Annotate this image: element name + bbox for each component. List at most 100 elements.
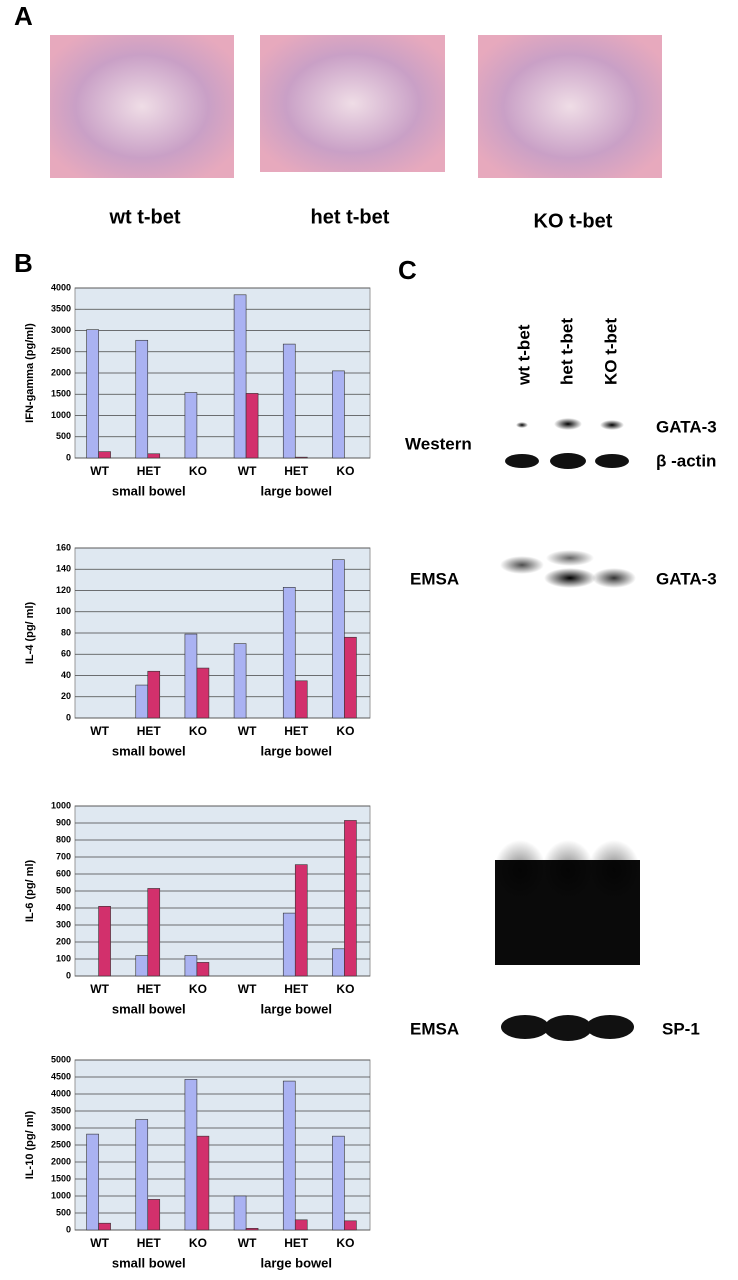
y-tick-label: 20 xyxy=(61,691,71,701)
y-tick-label: 80 xyxy=(61,627,71,637)
bar xyxy=(184,955,198,977)
panel-label: C xyxy=(398,255,417,285)
y-tick-label: 200 xyxy=(56,936,71,946)
blot-band xyxy=(595,454,629,468)
y-tick-label: 3500 xyxy=(51,304,71,314)
group-label: small bowel xyxy=(112,1001,186,1016)
y-tick-label: 40 xyxy=(61,670,71,680)
bar xyxy=(233,294,247,459)
group-label: large bowel xyxy=(260,483,332,498)
y-tick-label: 5000 xyxy=(51,1054,71,1064)
y-tick-label: 140 xyxy=(56,564,71,574)
y-tick-label: 100 xyxy=(56,953,71,963)
bar xyxy=(294,456,308,459)
y-tick-label: 120 xyxy=(56,585,71,595)
y-tick-label: 100 xyxy=(56,606,71,616)
caption: KO t-bet xyxy=(534,210,613,232)
bar xyxy=(147,1199,161,1231)
y-tick-label: 3000 xyxy=(51,1122,71,1132)
group-label: small bowel xyxy=(112,743,186,758)
caption: het t-bet xyxy=(311,206,390,228)
x-tick-label: HET xyxy=(137,1236,162,1250)
x-tick-label: WT xyxy=(90,464,109,478)
y-tick-label: 4000 xyxy=(51,1088,71,1098)
y-axis-label: IL-10 (pg/ ml) xyxy=(24,1110,36,1179)
row-label: EMSA xyxy=(410,1019,459,1038)
bar xyxy=(86,329,99,459)
bar xyxy=(98,905,111,977)
bar xyxy=(147,670,161,719)
row-label: Western xyxy=(405,434,472,453)
y-tick-label: 2000 xyxy=(51,367,71,377)
histology-image xyxy=(478,35,662,178)
y-axis-label: IL-4 (pg/ ml) xyxy=(24,602,36,665)
bar xyxy=(147,453,161,459)
y-tick-label: 800 xyxy=(56,834,71,844)
bar xyxy=(98,451,111,459)
bar xyxy=(294,864,308,977)
lane-label: wt t-bet xyxy=(514,324,533,386)
bar xyxy=(196,667,210,719)
y-tick-label: 500 xyxy=(56,885,71,895)
band-label: β -actin xyxy=(656,451,716,470)
blot-band xyxy=(501,1015,549,1039)
y-tick-label: 2500 xyxy=(51,1139,71,1149)
y-tick-label: 1500 xyxy=(51,389,71,399)
x-tick-label: HET xyxy=(137,982,162,996)
y-tick-label: 700 xyxy=(56,851,71,861)
y-tick-label: 1000 xyxy=(51,410,71,420)
x-tick-label: WT xyxy=(238,464,257,478)
x-tick-label: WT xyxy=(90,982,109,996)
bar xyxy=(184,633,198,719)
bar xyxy=(294,1219,308,1231)
bar xyxy=(245,1228,259,1231)
histology-image xyxy=(50,35,234,178)
group-label: large bowel xyxy=(260,1255,332,1270)
x-tick-label: WT xyxy=(238,1236,257,1250)
y-tick-label: 2500 xyxy=(51,346,71,356)
x-tick-label: KO xyxy=(189,724,207,738)
group-label: small bowel xyxy=(112,1255,186,1270)
x-tick-label: HET xyxy=(284,1236,309,1250)
bar xyxy=(147,888,161,977)
group-label: small bowel xyxy=(112,483,186,498)
y-tick-label: 3000 xyxy=(51,325,71,335)
y-tick-label: 0 xyxy=(66,1224,71,1234)
bar xyxy=(332,559,345,719)
x-tick-label: WT xyxy=(90,1236,109,1250)
blot-band xyxy=(544,568,596,588)
blot-band xyxy=(505,454,539,468)
bar xyxy=(196,1135,210,1231)
caption: wt t-bet xyxy=(108,206,180,228)
x-tick-label: KO xyxy=(336,724,354,738)
x-tick-label: HET xyxy=(284,724,309,738)
bar xyxy=(135,1119,149,1231)
bar xyxy=(245,393,259,459)
x-tick-label: HET xyxy=(137,464,162,478)
x-tick-label: HET xyxy=(137,724,162,738)
y-tick-label: 0 xyxy=(66,452,71,462)
band-label: GATA-3 xyxy=(656,569,717,588)
y-tick-label: 900 xyxy=(56,817,71,827)
y-tick-label: 400 xyxy=(56,902,71,912)
x-tick-label: KO xyxy=(336,982,354,996)
bar xyxy=(233,643,247,719)
blot-band xyxy=(516,422,528,428)
gel-smear xyxy=(588,840,640,900)
bar xyxy=(344,820,357,977)
group-label: large bowel xyxy=(260,1001,332,1016)
y-axis-label: IFN-gamma (pg/ml) xyxy=(24,323,36,423)
x-tick-label: KO xyxy=(336,1236,354,1250)
bar xyxy=(135,339,149,459)
bar xyxy=(282,1080,296,1231)
bar xyxy=(196,962,210,977)
x-tick-label: HET xyxy=(284,982,309,996)
y-tick-label: 4500 xyxy=(51,1071,71,1081)
blot-band xyxy=(500,556,544,574)
y-tick-label: 60 xyxy=(61,649,71,659)
x-tick-label: WT xyxy=(90,724,109,738)
x-tick-label: KO xyxy=(336,464,354,478)
x-tick-label: KO xyxy=(189,464,207,478)
bar xyxy=(344,1220,357,1231)
